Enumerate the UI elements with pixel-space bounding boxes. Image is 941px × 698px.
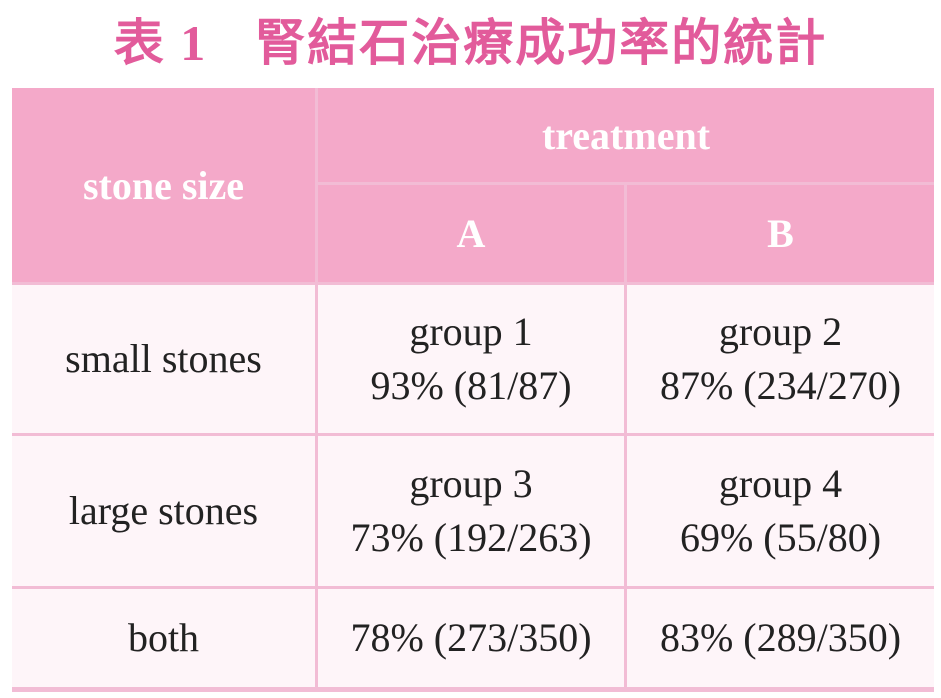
success-rate: 69% (55/80) — [679, 515, 882, 560]
cell-both-a: 78% (273/350) — [318, 589, 624, 687]
header-treatment: treatment — [318, 88, 934, 182]
header-treatment-a: A — [318, 185, 624, 282]
group-name: group 1 — [409, 309, 533, 354]
row-label: small stones — [65, 336, 262, 381]
header-treatment-b: B — [627, 185, 934, 282]
group-name: group 3 — [409, 461, 533, 506]
row-label: both — [127, 615, 200, 660]
success-rate: 73% (192/263) — [350, 515, 592, 560]
group-name: group 2 — [718, 309, 843, 354]
group-name: group 4 — [718, 461, 843, 506]
success-rate: 83% (289/350) — [659, 615, 902, 660]
cell-group-4: group 4 69% (55/80) — [627, 436, 934, 586]
success-rate: 93% (81/87) — [370, 363, 572, 408]
row-label-large-stones: large stones — [12, 436, 315, 586]
cell-group-1: group 1 93% (81/87) — [318, 285, 624, 433]
success-rate: 78% (273/350) — [350, 615, 592, 660]
row-label-small-stones: small stones — [12, 285, 315, 433]
table-number: 表 1 — [113, 15, 208, 71]
table-title: 表 1 腎結石治療成功率的統計 — [0, 8, 941, 78]
table-bottom-border — [12, 688, 934, 692]
cell-both-b: 83% (289/350) — [627, 589, 934, 687]
cell-group-3: group 3 73% (192/263) — [318, 436, 624, 586]
stone-treatment-table: stone size treatment A B small stones gr… — [12, 88, 934, 692]
cell-group-2: group 2 87% (234/270) — [627, 285, 934, 433]
header-stone-size: stone size — [12, 88, 315, 282]
row-label: large stones — [68, 488, 259, 533]
table-caption: 腎結石治療成功率的統計 — [255, 14, 828, 72]
row-label-both: both — [12, 589, 315, 687]
success-rate: 87% (234/270) — [659, 363, 902, 408]
